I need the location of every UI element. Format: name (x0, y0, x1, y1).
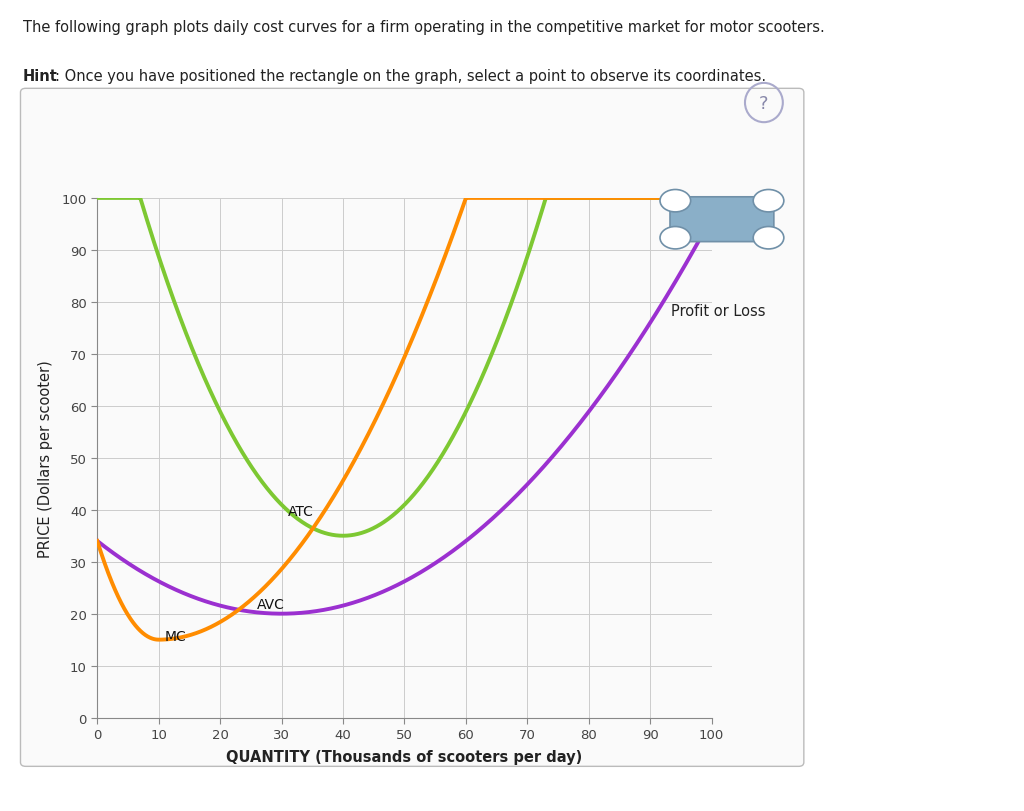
Circle shape (660, 191, 690, 212)
Text: ?: ? (759, 94, 769, 113)
Text: AVC: AVC (257, 598, 285, 611)
Text: : Once you have positioned the rectangle on the graph, select a point to observe: : Once you have positioned the rectangle… (55, 69, 766, 84)
Text: ATC: ATC (288, 504, 313, 518)
Text: Hint: Hint (23, 69, 57, 84)
Circle shape (754, 227, 783, 250)
Y-axis label: PRICE (Dollars per scooter): PRICE (Dollars per scooter) (38, 359, 53, 557)
Text: MC: MC (165, 629, 186, 643)
Circle shape (754, 191, 783, 212)
X-axis label: QUANTITY (Thousands of scooters per day): QUANTITY (Thousands of scooters per day) (226, 749, 583, 765)
FancyBboxPatch shape (670, 198, 774, 242)
Text: Profit or Loss: Profit or Loss (671, 304, 765, 319)
Text: The following graph plots daily cost curves for a firm operating in the competit: The following graph plots daily cost cur… (23, 20, 824, 35)
Circle shape (660, 227, 690, 250)
